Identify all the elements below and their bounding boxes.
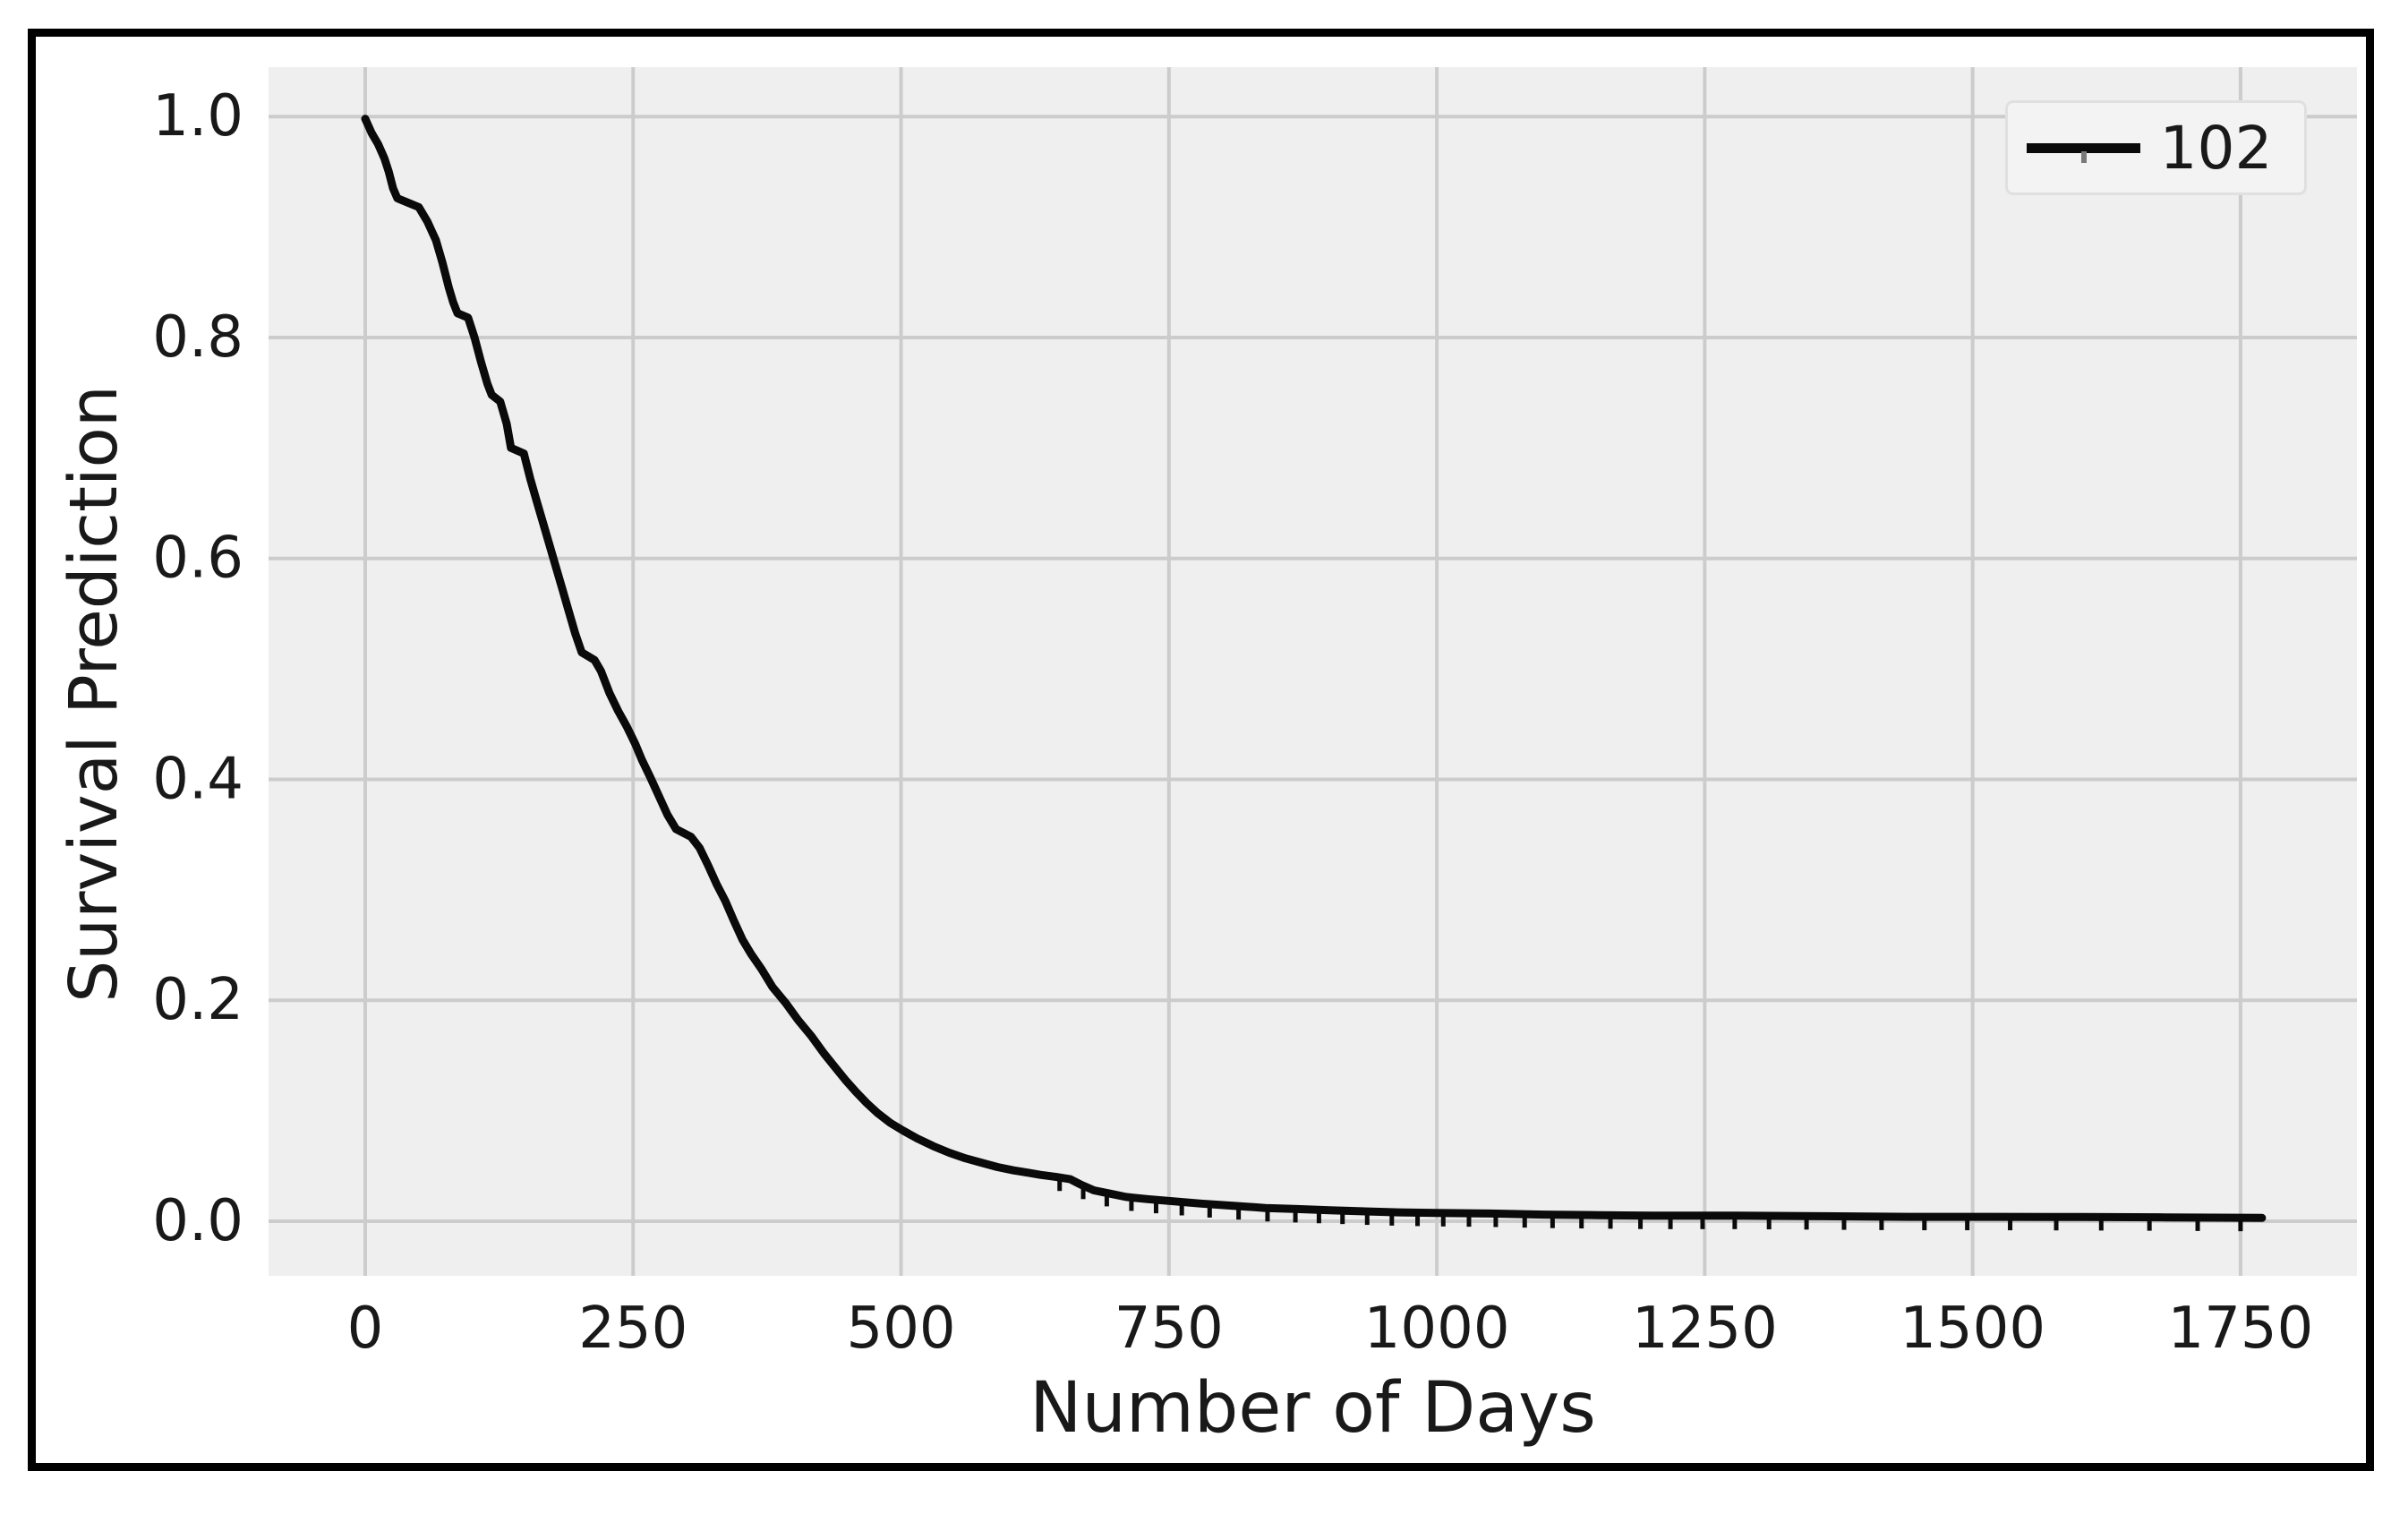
- x-tick-label: 250: [578, 1296, 687, 1362]
- y-tick-label: 0.0: [152, 1188, 243, 1254]
- x-axis-label: Number of Days: [119, 1368, 2408, 1449]
- y-axis-label: Survival Prediction: [56, 385, 132, 1003]
- y-tick-label: 0.6: [152, 526, 243, 592]
- x-tick-label: 1000: [1364, 1296, 1510, 1362]
- x-tick-label: 1250: [1632, 1296, 1778, 1362]
- x-tick-label: 1500: [1900, 1296, 2045, 1362]
- y-tick-label: 0.4: [152, 746, 243, 812]
- legend-line-sample: [2027, 142, 2140, 163]
- legend: 102: [2005, 100, 2307, 195]
- legend-line-icon: [2027, 142, 2140, 153]
- y-tick-label: 0.8: [152, 304, 243, 371]
- legend-label: 102: [2159, 113, 2273, 183]
- y-tick-label: 0.2: [152, 967, 243, 1033]
- y-tick-label: 1.0: [152, 83, 243, 150]
- x-tick-label: 0: [347, 1296, 384, 1362]
- plot-area: [269, 67, 2357, 1276]
- x-tick-label: 1750: [2167, 1296, 2313, 1362]
- legend-censor-tick-icon: [2081, 150, 2087, 163]
- x-tick-label: 500: [846, 1296, 955, 1362]
- x-axis-label-text: Number of Days: [1029, 1368, 1596, 1449]
- x-tick-label: 750: [1114, 1296, 1224, 1362]
- survival-curve-line: [361, 115, 2267, 1222]
